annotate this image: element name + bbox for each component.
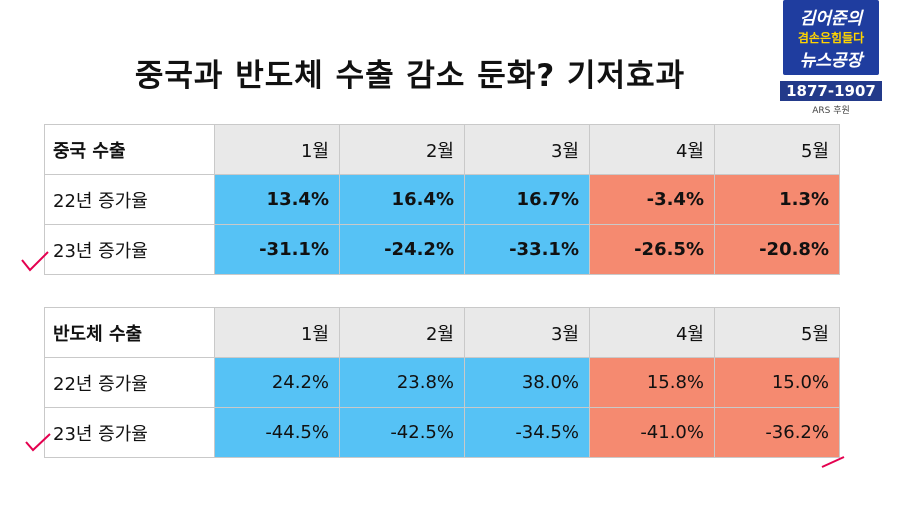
logo-line1: 김어준의 [799,9,863,29]
logo-line3: 뉴스공장 [799,51,863,71]
table-cell: 23.8% [339,357,465,408]
ars-caption: ARS 후원 [812,106,850,116]
table-cell: 1.3% [714,174,840,225]
month-header: 3월 [464,124,590,175]
china-export-table: 중국 수출 1월 2월 3월 4월 5월 22년 증가율 13.4% 16.4%… [44,124,840,275]
table-header-label: 반도체 수출 [44,307,215,358]
table-row: 23년 증가율 -44.5% -42.5% -34.5% -41.0% -36.… [44,407,840,458]
ars-phone-number: 1877-1907 [780,81,882,101]
table-header-row: 반도체 수출 1월 2월 3월 4월 5월 [44,307,840,358]
table-cell: -31.1% [214,224,340,275]
logo-line2: 겸손은힘들다 [797,31,865,45]
table-header-label: 중국 수출 [44,124,215,175]
semiconductor-export-table: 반도체 수출 1월 2월 3월 4월 5월 22년 증가율 24.2% 23.8… [44,307,840,458]
row-label: 23년 증가율 [44,224,215,275]
table-cell: -24.2% [339,224,465,275]
table-cell: 15.8% [589,357,715,408]
table-cell: 15.0% [714,357,840,408]
month-header: 1월 [214,307,340,358]
month-header: 2월 [339,124,465,175]
table-cell: -41.0% [589,407,715,458]
table-cell: 24.2% [214,357,340,408]
logo-box: 김어준의 겸손은힘들다 뉴스공장 [783,0,879,75]
row-label: 23년 증가율 [44,407,215,458]
table-row: 23년 증가율 -31.1% -24.2% -33.1% -26.5% -20.… [44,224,840,275]
month-header: 5월 [714,124,840,175]
table-row: 22년 증가율 24.2% 23.8% 38.0% 15.8% 15.0% [44,357,840,408]
pen-mark-icon [821,456,845,468]
table-cell: -34.5% [464,407,590,458]
month-header: 2월 [339,307,465,358]
row-label: 22년 증가율 [44,357,215,408]
table-cell: 16.7% [464,174,590,225]
news-factory-logo: 김어준의 겸손은힘들다 뉴스공장 1877-1907 ARS 후원 [775,0,887,130]
checkmark-icon [25,433,51,452]
table-cell: 38.0% [464,357,590,408]
month-header: 4월 [589,124,715,175]
month-header: 4월 [589,307,715,358]
table-cell: 13.4% [214,174,340,225]
checkmark-icon [21,251,49,272]
table-cell: -20.8% [714,224,840,275]
month-header: 3월 [464,307,590,358]
table-cell: -26.5% [589,224,715,275]
table-cell: -36.2% [714,407,840,458]
table-cell: 16.4% [339,174,465,225]
row-label: 22년 증가율 [44,174,215,225]
table-header-row: 중국 수출 1월 2월 3월 4월 5월 [44,124,840,175]
table-cell: -33.1% [464,224,590,275]
month-header: 1월 [214,124,340,175]
table-cell: -3.4% [589,174,715,225]
month-header: 5월 [714,307,840,358]
table-cell: -44.5% [214,407,340,458]
table-row: 22년 증가율 13.4% 16.4% 16.7% -3.4% 1.3% [44,174,840,225]
table-cell: -42.5% [339,407,465,458]
page-title: 중국과 반도체 수출 감소 둔화? 기저효과 [134,58,686,94]
